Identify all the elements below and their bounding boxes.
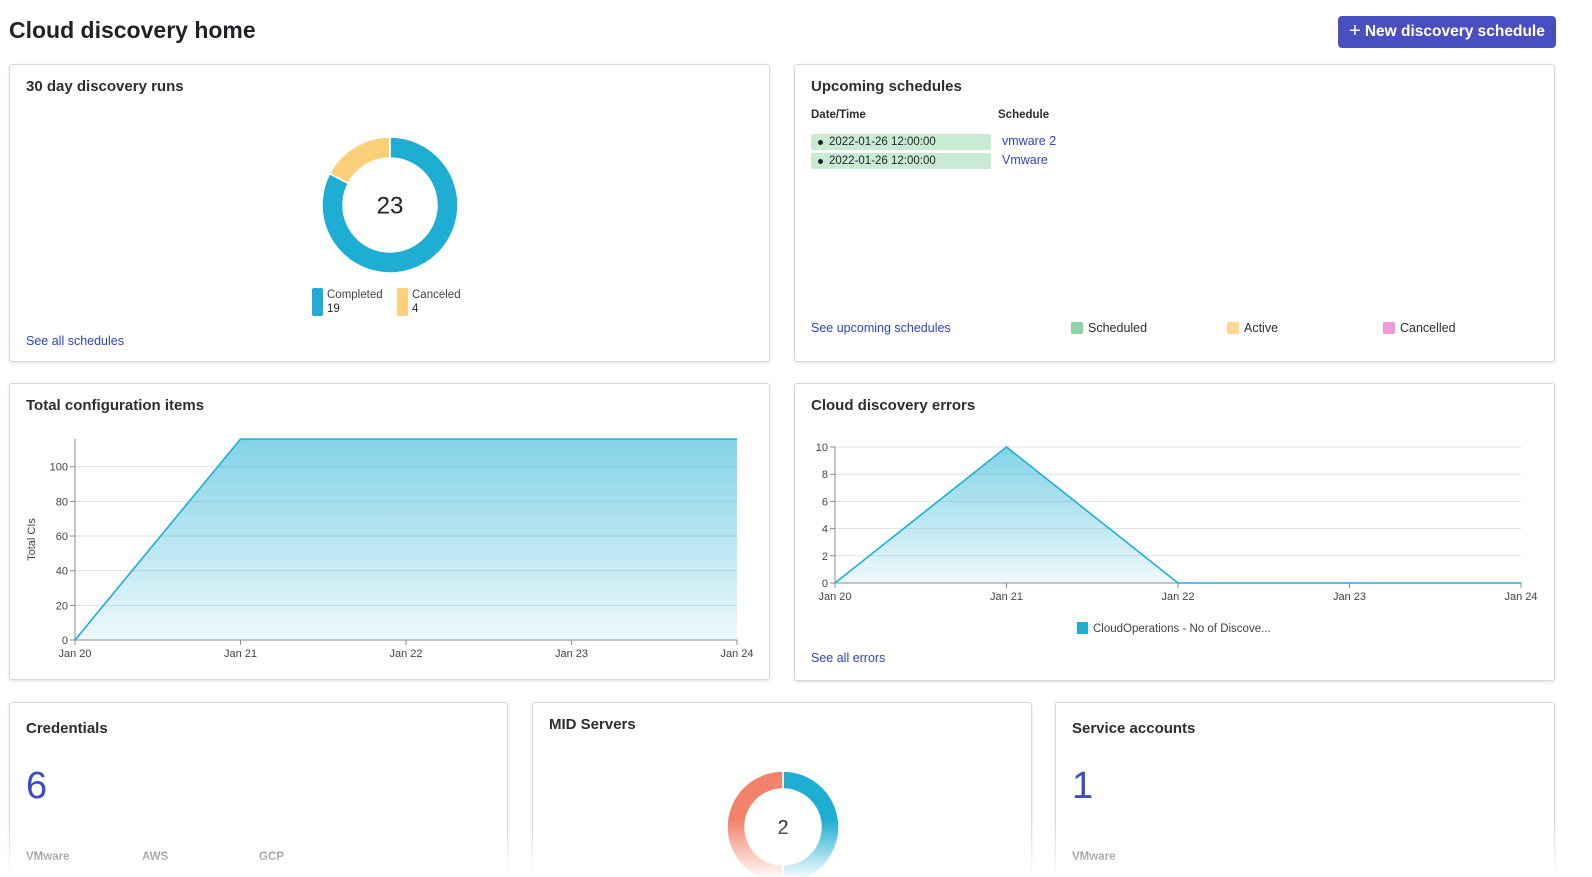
legend-scheduled-swatch <box>1071 322 1083 334</box>
y-tick-label: 0 <box>62 635 68 647</box>
upcoming-schedules-card: Upcoming schedules Date/Time Schedule 20… <box>794 64 1555 362</box>
legend-completed[interactable]: Completed 19 <box>312 288 383 316</box>
mid-servers-donut-chart: 2 <box>727 771 839 877</box>
total-ci-card: Total configuration items 0 20 40 60 80 100 Ja… <box>9 383 770 680</box>
credentials-vmware-label: VMware <box>26 851 70 863</box>
x-tick-label: Jan 20 <box>58 648 91 660</box>
service-accounts-card: Service accounts 1 VMware <box>1055 702 1555 877</box>
y-tick-label: 4 <box>822 524 828 536</box>
y-axis-label: Total CIs <box>26 518 38 561</box>
service-accounts-count[interactable]: 1 <box>1072 765 1094 807</box>
credentials-gcp-label: GCP <box>259 851 284 863</box>
legend-active-label: Active <box>1244 321 1279 335</box>
legend-series-label[interactable]: CloudOperations - No of Discove... <box>1093 623 1271 635</box>
area-fill <box>75 439 737 640</box>
legend-canceled[interactable]: Canceled 4 <box>397 288 461 316</box>
discovery-errors-title: Cloud discovery errors <box>811 397 976 414</box>
status-dot-icon <box>818 158 823 164</box>
mid-servers-title: MID Servers <box>549 716 636 733</box>
service-accounts-vmware-label: VMware <box>1072 851 1116 863</box>
y-tick-label: 0 <box>822 578 828 590</box>
x-tick-label: Jan 22 <box>389 648 422 660</box>
legend-active[interactable]: Active <box>1227 321 1278 335</box>
total-ci-title: Total configuration items <box>26 397 205 414</box>
legend-canceled-swatch <box>397 288 408 316</box>
donut-slice-completed[interactable] <box>321 136 459 274</box>
schedule-link[interactable]: Vmware <box>1002 153 1048 167</box>
schedule-datetime: 2022-01-26 12:00:00 <box>829 136 936 148</box>
schedule-datetime-badge: 2022-01-26 12:00:00 <box>811 153 991 169</box>
discovery-errors-area-chart: 0 2 4 6 8 10 Jan 20 Jan 21 Jan 22 Jan 23 Jan 24 Clo… <box>816 442 1538 635</box>
plus-icon: + <box>1349 20 1361 42</box>
donut-slice[interactable] <box>782 771 839 877</box>
new-discovery-schedule-button[interactable]: + New discovery schedule <box>1338 16 1556 48</box>
see-all-schedules-link[interactable]: See all schedules <box>26 334 124 348</box>
x-tick-label: Jan 24 <box>720 648 753 660</box>
y-tick-label: 60 <box>56 531 68 543</box>
donut-slice[interactable] <box>727 771 784 877</box>
discovery-runs-card: 30 day discovery runs 23 Completed 19 Ca… <box>9 64 770 362</box>
area-fill <box>835 447 1521 583</box>
schedule-datetime: 2022-01-26 12:00:00 <box>829 155 936 167</box>
donut-center-total: 23 <box>377 192 404 219</box>
service-accounts-title: Service accounts <box>1072 720 1196 737</box>
y-tick-label: 6 <box>822 496 828 508</box>
schedule-datetime-badge: 2022-01-26 12:00:00 <box>811 134 991 150</box>
legend-completed-swatch <box>312 288 323 316</box>
legend-completed-label: Completed <box>327 289 383 301</box>
status-dot-icon <box>818 139 823 145</box>
legend-cancelled[interactable]: Cancelled <box>1383 321 1456 335</box>
legend-cancelled-label: Cancelled <box>1400 321 1456 335</box>
discovery-runs-title: 30 day discovery runs <box>26 78 184 95</box>
y-tick-label: 10 <box>816 442 828 454</box>
credentials-count[interactable]: 6 <box>26 765 48 807</box>
y-tick-label: 80 <box>56 496 68 508</box>
credentials-title: Credentials <box>26 720 108 737</box>
legend-canceled-label: Canceled <box>412 289 461 301</box>
x-tick-label: Jan 23 <box>555 648 588 660</box>
credentials-aws-label: AWS <box>142 851 169 863</box>
x-tick-label: Jan 23 <box>1333 591 1366 603</box>
legend-completed-count: 19 <box>327 303 340 315</box>
y-tick-label: 40 <box>56 566 68 578</box>
donut-slice-canceled[interactable] <box>328 136 391 185</box>
legend-canceled-count: 4 <box>412 303 419 315</box>
x-tick-label: Jan 21 <box>224 648 257 660</box>
x-tick-label: Jan 24 <box>1504 591 1537 603</box>
y-tick-label: 100 <box>50 462 68 474</box>
legend-scheduled-label: Scheduled <box>1088 321 1148 335</box>
legend-active-swatch <box>1227 322 1239 334</box>
upcoming-schedules-title: Upcoming schedules <box>811 78 962 95</box>
x-tick-label: Jan 21 <box>990 591 1023 603</box>
total-ci-area-chart: 0 20 40 60 80 100 Jan 20 Jan 21 Jan 22 Jan 23 Jan … <box>26 438 754 660</box>
discovery-errors-card: Cloud discovery errors 0 2 4 6 8 10 Jan 20 Jan … <box>794 383 1555 681</box>
column-header-schedule[interactable]: Schedule <box>998 109 1050 121</box>
schedule-link[interactable]: vmware 2 <box>1002 134 1057 148</box>
legend-scheduled[interactable]: Scheduled <box>1071 321 1147 335</box>
see-all-errors-link[interactable]: See all errors <box>811 651 886 665</box>
credentials-card: Credentials 6 VMware AWS GCP <box>9 702 508 877</box>
y-tick-label: 8 <box>822 469 828 481</box>
legend-swatch[interactable] <box>1077 622 1088 634</box>
mid-servers-card: MID Servers 2 <box>532 702 1032 877</box>
y-tick-label: 20 <box>56 600 68 612</box>
x-tick-label: Jan 22 <box>1161 591 1194 603</box>
x-tick-label: Jan 20 <box>818 591 851 603</box>
page-title: Cloud discovery home <box>9 17 256 43</box>
new-discovery-schedule-label: New discovery schedule <box>1364 23 1545 40</box>
donut-center-total: 2 <box>777 817 788 839</box>
see-upcoming-schedules-link[interactable]: See upcoming schedules <box>811 321 951 335</box>
legend-cancelled-swatch <box>1383 322 1395 334</box>
discovery-runs-donut-chart: 23 <box>321 136 459 274</box>
y-tick-label: 2 <box>822 551 828 563</box>
column-header-datetime: Date/Time <box>811 109 866 121</box>
